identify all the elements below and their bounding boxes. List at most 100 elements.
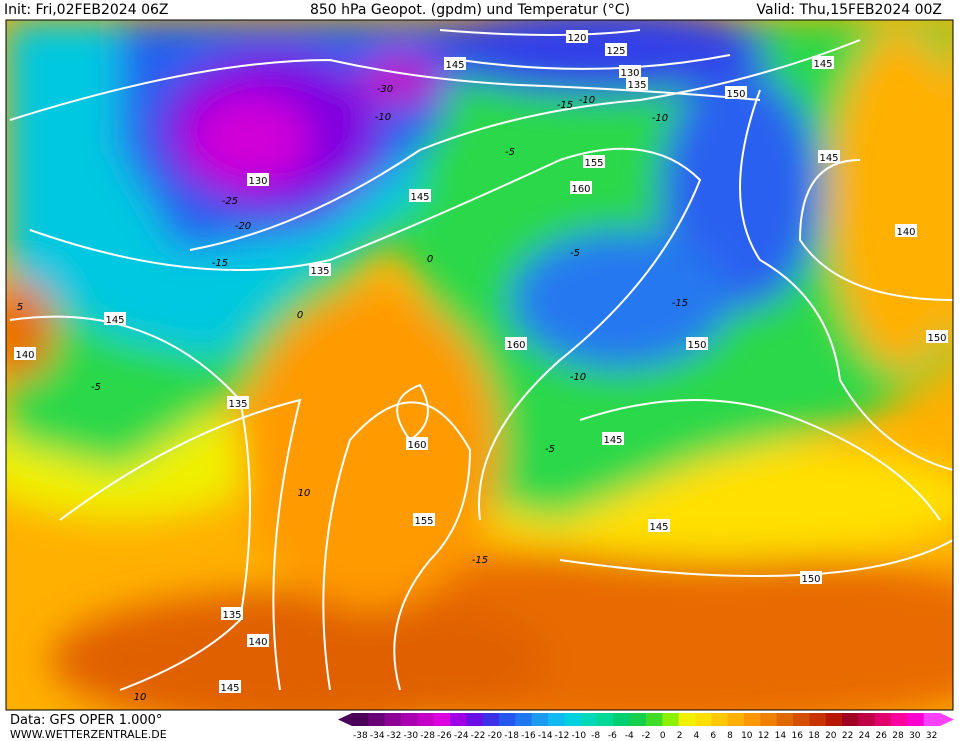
contour	[396, 383, 429, 441]
legend-swatch	[727, 713, 745, 726]
geopotential-contours	[9, 29, 953, 691]
temperature-label: -10	[375, 112, 391, 123]
init-time: Init: Fri,02FEB2024 06Z	[4, 2, 168, 18]
legend-swatch	[384, 713, 402, 726]
label-box	[221, 607, 243, 620]
temperature-label: 5	[17, 302, 23, 313]
temperature-label: -15	[557, 100, 573, 111]
legend-label: -6	[608, 731, 617, 741]
legend-label: -32	[387, 731, 402, 741]
geopotential-label: 135	[310, 266, 329, 277]
legend-swatch	[417, 713, 435, 726]
label-box	[444, 57, 466, 70]
label-box	[895, 224, 917, 237]
geopotential-label: 150	[726, 89, 745, 100]
label-box	[605, 43, 627, 56]
contour	[739, 89, 953, 471]
legend-swatch	[499, 713, 516, 726]
geopotential-label: 150	[687, 340, 706, 351]
geopotential-label: 145	[819, 153, 838, 164]
geopotential-label: 145	[105, 315, 124, 326]
legend-swatch	[842, 713, 859, 726]
legend-swatch	[352, 713, 369, 726]
label-box	[505, 337, 527, 350]
legend-label: -38	[353, 731, 368, 741]
geopotential-label: 130	[620, 68, 639, 79]
legend-label: 22	[842, 731, 853, 741]
legend-label: 24	[859, 731, 871, 741]
label-box	[725, 86, 747, 99]
label-box	[926, 330, 948, 343]
legend-label: -8	[591, 731, 600, 741]
label-box	[818, 150, 840, 163]
map-labels: 1201251301351451501451351301401451401351…	[14, 30, 948, 703]
legend-swatch	[564, 713, 582, 726]
legend-label: -10	[571, 731, 586, 741]
legend-label: -4	[625, 731, 634, 741]
website: WWW.WETTERZENTRALE.DE	[10, 728, 167, 741]
geopotential-label: 150	[927, 333, 946, 344]
legend-label: 0	[660, 731, 666, 741]
label-box	[583, 155, 605, 168]
legend-swatch	[401, 713, 418, 726]
legend-label: -24	[454, 731, 469, 741]
legend-swatch	[466, 713, 484, 726]
legend-swatch	[613, 713, 631, 726]
legend-label: -14	[538, 731, 553, 741]
legend-label: -2	[642, 731, 651, 741]
label-box	[309, 263, 331, 276]
field-blue	[510, 230, 730, 370]
legend-label: 28	[892, 731, 904, 741]
legend-swatch	[368, 713, 386, 726]
legend-swatch	[531, 713, 549, 726]
legend-label: 2	[677, 731, 683, 741]
geopotential-label: 140	[896, 227, 915, 238]
label-box	[104, 312, 126, 325]
temperature-label: 0	[427, 254, 433, 265]
map-title: 850 hPa Geopot. (gpdm) und Temperatur (°…	[310, 2, 630, 18]
temperature-label: -10	[652, 113, 668, 124]
temperature-label: -5	[545, 444, 555, 455]
label-box	[247, 173, 269, 186]
legend-label: 26	[875, 731, 887, 741]
legend-swatch	[907, 713, 925, 726]
legend-label: -20	[487, 731, 502, 741]
geopotential-label: 160	[506, 340, 525, 351]
contour	[189, 39, 861, 251]
contour	[322, 401, 472, 691]
field-magenta	[190, 95, 310, 185]
legend-label: -18	[504, 731, 519, 741]
temperature-label: -25	[222, 196, 238, 207]
contour	[459, 54, 731, 70]
field-shapes	[6, 20, 953, 710]
valid-time: Valid: Thu,15FEB2024 00Z	[757, 2, 942, 18]
legend-swatch	[450, 713, 467, 726]
label-box	[626, 77, 648, 90]
geopotential-label: 125	[606, 46, 625, 57]
color-legend: -38 -34 -32 -30 -28 -26 -24 -22 -20 -18 -16 -14 -12-…	[338, 713, 954, 741]
label-box	[413, 513, 435, 526]
legend-swatch	[662, 713, 680, 726]
temperature-label: -15	[472, 555, 488, 566]
label-box	[619, 65, 641, 78]
legend-label: -12	[555, 731, 570, 741]
field-warm	[50, 590, 550, 710]
contour	[559, 539, 953, 577]
legend-label: 8	[727, 731, 733, 741]
temperature-label: -30	[377, 84, 393, 95]
legend-label: 6	[710, 731, 716, 741]
label-box	[227, 396, 249, 409]
geopotential-label: 145	[813, 59, 832, 70]
label-box	[14, 347, 36, 360]
geopotential-label: 145	[445, 60, 464, 71]
geopotential-label: 135	[222, 610, 241, 621]
temperature-label: -15	[672, 298, 688, 309]
geopotential-label: 130	[248, 176, 267, 187]
legend-swatch	[809, 713, 827, 726]
field-orange	[240, 290, 500, 610]
label-box	[566, 30, 588, 43]
data-source: Data: GFS OPER 1.000°	[10, 713, 162, 728]
temperature-label: 10	[298, 488, 311, 499]
legend-swatch	[793, 713, 810, 726]
